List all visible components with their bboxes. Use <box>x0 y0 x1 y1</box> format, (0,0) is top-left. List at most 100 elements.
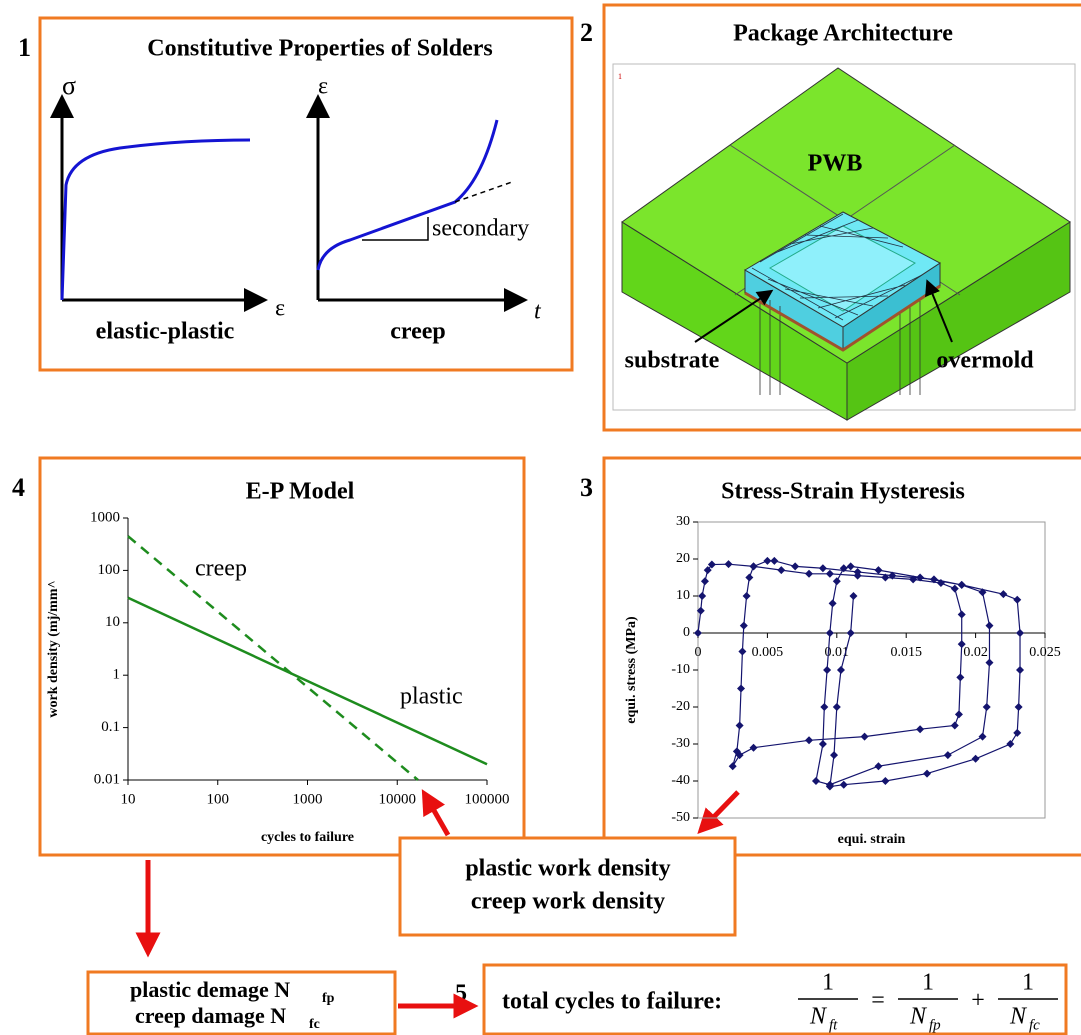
box-line: creep damage N <box>135 1003 286 1028</box>
operator: + <box>971 988 985 1014</box>
subscript: fp <box>929 1017 941 1033</box>
data-point <box>820 703 828 711</box>
data-point <box>951 722 959 730</box>
data-point <box>874 762 882 770</box>
numerator: 1 <box>1022 970 1034 996</box>
data-point <box>740 622 748 630</box>
data-point <box>826 629 834 637</box>
data-point <box>916 725 924 733</box>
y-tick-label: -30 <box>671 736 690 751</box>
axis-symbol: t <box>534 299 542 325</box>
data-point <box>972 755 980 763</box>
y-tick-label: 0.1 <box>101 719 120 735</box>
data-point <box>1015 703 1023 711</box>
y-tick-label: -20 <box>671 699 690 714</box>
sketch-caption: elastic-plastic <box>96 319 235 345</box>
data-point <box>1006 740 1014 748</box>
x-tick-label: 10000 <box>379 791 417 807</box>
data-point <box>694 629 702 637</box>
data-point <box>743 592 751 600</box>
data-point <box>819 740 827 748</box>
data-point <box>1013 729 1021 737</box>
slope-label: secondary <box>432 216 529 242</box>
data-point <box>944 751 952 759</box>
data-point <box>805 570 813 578</box>
data-point <box>830 751 838 759</box>
data-point <box>736 722 744 730</box>
data-point <box>833 577 841 585</box>
data-point <box>750 744 758 752</box>
data-point <box>812 777 820 785</box>
data-point <box>1013 596 1021 604</box>
panel-number: 4 <box>12 473 25 502</box>
data-point <box>849 592 857 600</box>
y-tick-label: 30 <box>676 514 690 529</box>
data-point <box>847 562 855 570</box>
model-label: overmold <box>936 348 1034 374</box>
operator: = <box>871 988 885 1014</box>
box-line: plastic demage N <box>130 977 290 1002</box>
y-tick-label: -50 <box>671 810 690 825</box>
data-point <box>840 781 848 789</box>
data-point <box>881 777 889 785</box>
x-tick-label: 1000 <box>293 791 323 807</box>
data-point <box>763 557 771 565</box>
data-point <box>777 566 785 574</box>
x-tick-label: 0.005 <box>752 645 784 660</box>
x-tick-label: 0 <box>695 645 702 660</box>
data-point <box>951 585 959 593</box>
data-point <box>956 673 964 681</box>
box-line: creep work density <box>471 889 665 915</box>
numerator: 1 <box>822 970 834 996</box>
data-point <box>958 581 966 589</box>
sketch-creep <box>318 100 522 300</box>
subscript: ft <box>829 1017 838 1033</box>
data-point <box>999 590 1007 598</box>
box-line: plastic work density <box>465 856 670 882</box>
subscript: fp <box>322 991 335 1006</box>
x-tick-label: 0.025 <box>1029 645 1061 660</box>
y-tick-label: 10 <box>105 614 120 630</box>
subscript: fc <box>1029 1017 1040 1033</box>
y-axis-label: work density (mj/mm^ <box>46 580 61 717</box>
series-label: creep <box>195 556 247 582</box>
data-point <box>829 599 837 607</box>
denominator: N <box>1009 1004 1028 1030</box>
data-point <box>1016 666 1024 674</box>
y-tick-label: -10 <box>671 662 690 677</box>
chart-title: Stress-Strain Hysteresis <box>721 479 965 505</box>
diagram: 1 Constitutive Properties of Solders σ ε… <box>0 0 1081 1035</box>
series-line <box>128 598 487 764</box>
x-tick-label: 0.015 <box>890 645 922 660</box>
panel-number: 3 <box>580 473 593 502</box>
model-label: PWB <box>808 151 863 177</box>
y-tick-label: 1000 <box>90 509 120 525</box>
panel-number: 5 <box>455 981 467 1007</box>
data-point <box>985 622 993 630</box>
data-point <box>837 666 845 674</box>
data-point <box>979 733 987 741</box>
y-tick-label: 0.01 <box>94 771 120 787</box>
panel-1 <box>40 18 572 370</box>
y-tick-label: 20 <box>676 551 690 566</box>
y-tick-label: 100 <box>98 562 121 578</box>
data-point <box>725 560 733 568</box>
denominator: N <box>809 1004 828 1030</box>
sketch-caption: creep <box>390 319 446 345</box>
data-point <box>823 666 831 674</box>
series-line <box>128 536 418 780</box>
data-point <box>729 762 737 770</box>
x-tick-label: 100 <box>207 791 230 807</box>
data-point <box>770 557 778 565</box>
data-point <box>738 648 746 656</box>
panel-title: Package Architecture <box>733 21 953 47</box>
data-point <box>1016 629 1024 637</box>
y-tick-label: 0 <box>683 625 690 640</box>
data-point <box>847 629 855 637</box>
subscript: fc <box>309 1017 320 1032</box>
data-point <box>833 703 841 711</box>
data-point <box>955 710 963 718</box>
axis-symbol: ε <box>275 296 285 322</box>
work-box <box>400 838 735 935</box>
axis-symbol: σ <box>62 71 76 100</box>
